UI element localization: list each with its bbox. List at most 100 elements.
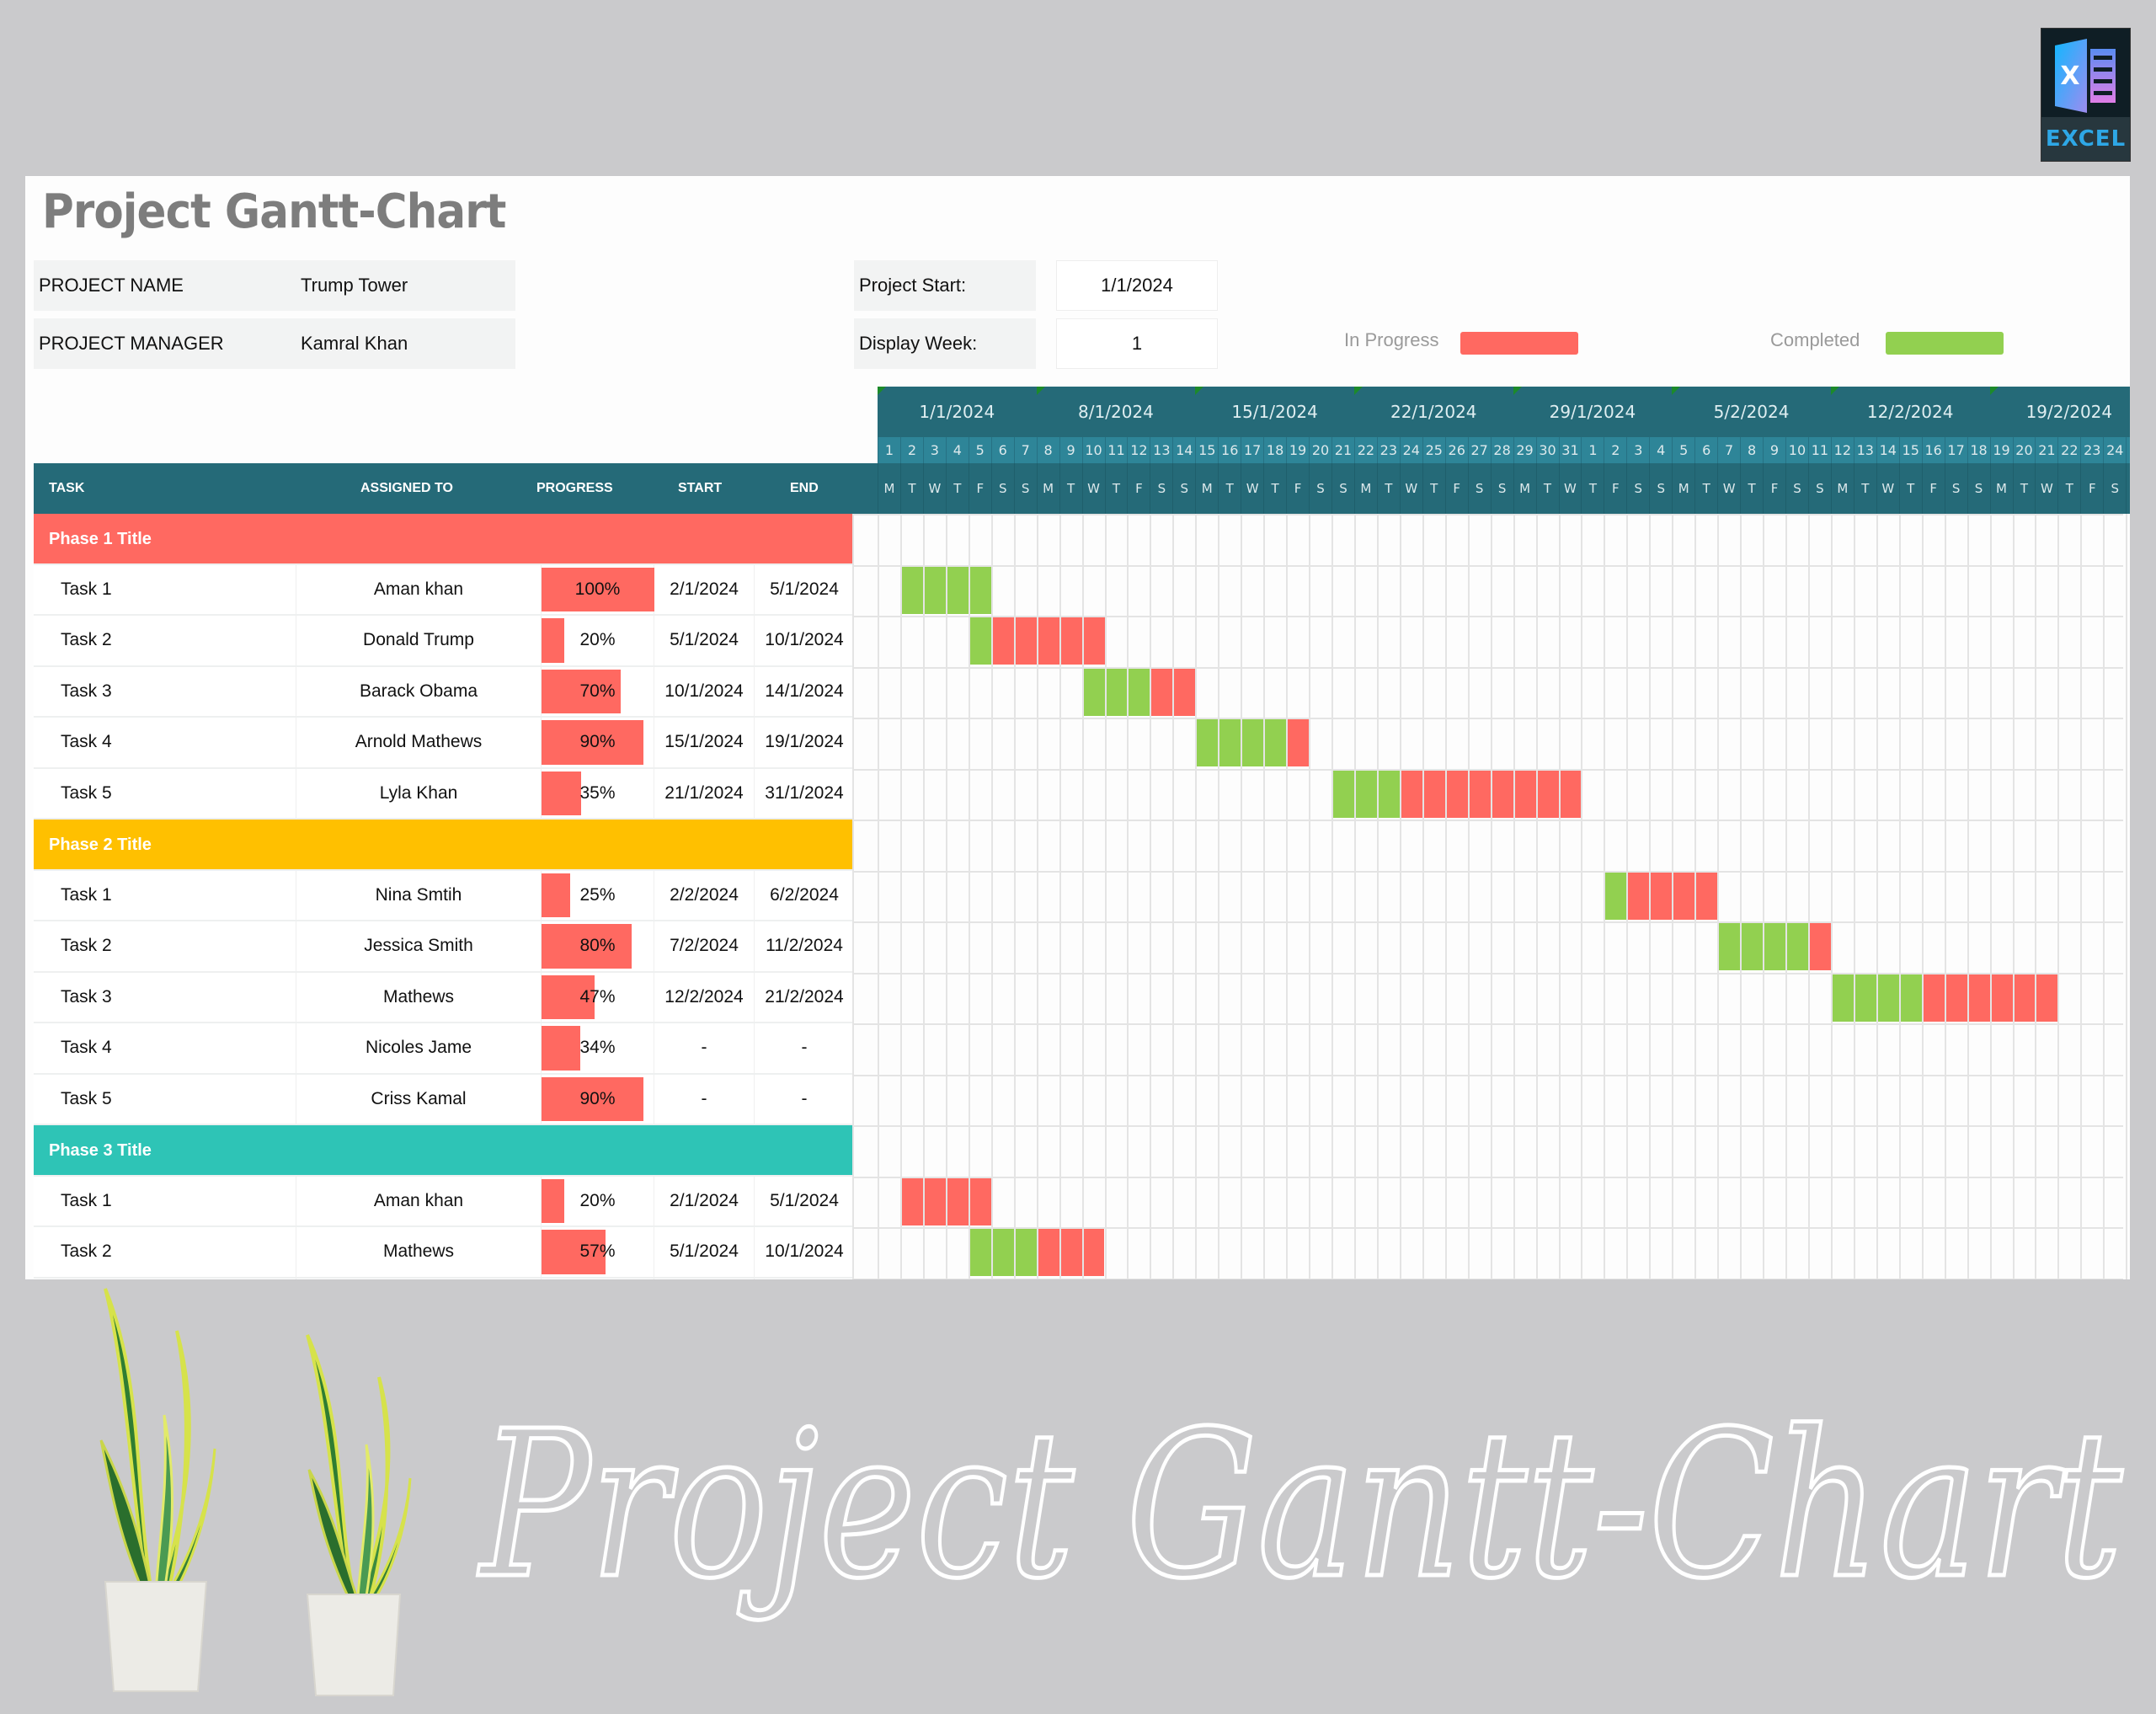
gantt-bar-in-progress[interactable] <box>1626 870 1718 920</box>
display-week-input[interactable]: 1 <box>1056 318 1218 369</box>
end-date[interactable]: 10/1/2024 <box>765 630 844 650</box>
project-start-input[interactable]: 1/1/2024 <box>1056 260 1218 311</box>
table-row[interactable]: Task 3 Mathews 47% 12/2/2024 21/2/2024 <box>34 972 854 1023</box>
gantt-bar-completed[interactable] <box>1604 870 1627 920</box>
gantt-bar-in-progress[interactable] <box>1150 666 1196 716</box>
gantt-bar-completed[interactable] <box>968 616 991 665</box>
start-date[interactable]: - <box>654 1074 755 1124</box>
gantt-bar-in-progress[interactable] <box>1807 921 1831 970</box>
start-date[interactable]: 5/1/2024 <box>654 1227 755 1277</box>
end-date[interactable] <box>755 1279 854 1280</box>
col-header-start[interactable]: START <box>678 481 723 495</box>
assigned-to[interactable]: Jessica Smith <box>296 921 542 971</box>
gantt-bar-completed[interactable] <box>968 1227 1037 1276</box>
end-date[interactable]: - <box>801 1088 808 1108</box>
end-date[interactable]: 6/2/2024 <box>770 884 839 905</box>
table-row[interactable]: Task 3 Barack Obama 70% 10/1/2024 14/1/2024 <box>34 666 854 718</box>
task-name[interactable]: Task 2 <box>34 921 296 971</box>
end-date[interactable]: 21/2/2024 <box>765 986 844 1007</box>
task-name[interactable]: Task 2 <box>34 1227 296 1277</box>
start-date[interactable]: 12/2/2024 <box>654 972 755 1022</box>
table-row[interactable]: Task 1 Aman khan 100% 2/1/2024 5/1/2024 <box>34 564 854 616</box>
task-name[interactable]: Task 4 <box>34 1023 296 1073</box>
assigned-to[interactable]: Nicoles Jame <box>296 1023 542 1073</box>
progress-cell[interactable]: 25% <box>542 870 654 920</box>
task-name[interactable]: Task 3 <box>34 972 296 1022</box>
table-row[interactable]: Task 5 Lyla Khan 35% 21/1/2024 31/1/2024 <box>34 768 854 820</box>
table-row[interactable]: Task 2 Mathews 57% 5/1/2024 10/1/2024 <box>34 1227 854 1279</box>
gantt-bar-in-progress[interactable] <box>899 1176 991 1225</box>
progress-cell[interactable]: 100% <box>542 564 654 614</box>
assigned-to[interactable]: Mathews <box>296 972 542 1022</box>
progress-cell[interactable]: 90% <box>542 1074 654 1124</box>
end-date[interactable]: 19/1/2024 <box>765 732 844 752</box>
gantt-bar-completed[interactable] <box>1830 972 1922 1022</box>
start-date[interactable]: 2/1/2024 <box>654 1176 755 1225</box>
start-date[interactable]: 2/1/2024 <box>654 564 755 614</box>
end-date[interactable]: 10/1/2024 <box>765 1241 844 1262</box>
gantt-bar-in-progress[interactable] <box>1286 718 1310 766</box>
gantt-bar-completed[interactable] <box>1081 666 1150 716</box>
col-header-assigned[interactable]: ASSIGNED TO <box>360 481 453 495</box>
gantt-bar-completed[interactable] <box>1717 921 1808 970</box>
progress-cell[interactable] <box>542 1278 654 1279</box>
gantt-bar-in-progress[interactable] <box>1921 972 2058 1022</box>
progress-cell[interactable]: 20% <box>542 616 654 665</box>
table-row[interactable]: Task 1 Nina Smtih 25% 2/2/2024 6/2/2024 <box>34 870 854 921</box>
gantt-bar-completed[interactable] <box>899 564 991 614</box>
assigned-to[interactable]: Barack Obama <box>296 666 542 716</box>
table-row[interactable] <box>34 1278 854 1280</box>
col-header-progress[interactable]: PROGRESS <box>536 481 613 495</box>
project-name-value[interactable]: Trump Tower <box>297 260 515 311</box>
task-name[interactable]: Task 2 <box>34 616 296 665</box>
assigned-to[interactable]: Donald Trump <box>296 616 542 665</box>
progress-cell[interactable]: 35% <box>542 768 654 818</box>
assigned-to[interactable]: Lyla Khan <box>296 768 542 818</box>
assigned-to[interactable]: Aman khan <box>296 564 542 614</box>
task-name[interactable]: Task 3 <box>34 666 296 716</box>
task-name[interactable]: Task 5 <box>34 1074 296 1124</box>
phase-row[interactable]: Phase 3 Title <box>34 1125 854 1177</box>
start-date[interactable]: - <box>654 1023 755 1073</box>
table-row[interactable]: Task 5 Criss Kamal 90% - - <box>34 1074 854 1125</box>
progress-cell[interactable]: 90% <box>542 718 654 767</box>
gantt-bar-in-progress[interactable] <box>1036 1227 1105 1276</box>
assigned-to[interactable] <box>296 1278 542 1279</box>
table-row[interactable]: Task 4 Arnold Mathews 90% 15/1/2024 19/1/202… <box>34 718 854 769</box>
gantt-bar-completed[interactable] <box>1331 768 1400 818</box>
col-header-task[interactable]: TASK <box>49 481 85 495</box>
task-name[interactable]: Task 1 <box>34 564 296 614</box>
start-date[interactable]: 15/1/2024 <box>654 718 755 767</box>
progress-cell[interactable]: 70% <box>542 666 654 716</box>
start-date[interactable]: 7/2/2024 <box>654 921 755 971</box>
end-date[interactable]: 31/1/2024 <box>765 782 844 803</box>
table-row[interactable]: Task 2 Donald Trump 20% 5/1/2024 10/1/2024 <box>34 616 854 667</box>
task-name[interactable]: Task 1 <box>34 870 296 920</box>
progress-cell[interactable]: 34% <box>542 1023 654 1073</box>
gantt-bar-in-progress[interactable] <box>990 616 1105 665</box>
col-header-end[interactable]: END <box>790 481 819 495</box>
phase-row[interactable]: Phase 1 Title <box>34 514 854 565</box>
phase-row[interactable]: Phase 2 Title <box>34 820 854 871</box>
end-date[interactable]: - <box>801 1038 808 1058</box>
table-row[interactable]: Task 2 Jessica Smith 80% 7/2/2024 11/2/2024 <box>34 921 854 973</box>
start-date[interactable]: 10/1/2024 <box>654 666 755 716</box>
table-row[interactable]: Task 1 Aman khan 20% 2/1/2024 5/1/2024 <box>34 1176 854 1227</box>
start-date[interactable]: 5/1/2024 <box>654 616 755 665</box>
progress-cell[interactable]: 47% <box>542 972 654 1022</box>
project-manager-value[interactable]: Kamral Khan <box>297 318 515 369</box>
end-date[interactable]: 5/1/2024 <box>770 579 839 599</box>
start-date[interactable]: 2/2/2024 <box>654 870 755 920</box>
table-row[interactable]: Task 4 Nicoles Jame 34% - - <box>34 1023 854 1075</box>
progress-cell[interactable]: 20% <box>542 1176 654 1225</box>
assigned-to[interactable]: Mathews <box>296 1227 542 1277</box>
start-date[interactable]: 21/1/2024 <box>654 768 755 818</box>
end-date[interactable]: 11/2/2024 <box>766 936 843 956</box>
assigned-to[interactable]: Criss Kamal <box>296 1074 542 1124</box>
progress-cell[interactable]: 57% <box>542 1227 654 1277</box>
end-date[interactable]: 14/1/2024 <box>765 681 844 701</box>
progress-cell[interactable]: 80% <box>542 921 654 971</box>
task-name[interactable] <box>34 1278 296 1279</box>
task-name[interactable]: Task 1 <box>34 1176 296 1225</box>
start-date[interactable] <box>654 1278 755 1279</box>
